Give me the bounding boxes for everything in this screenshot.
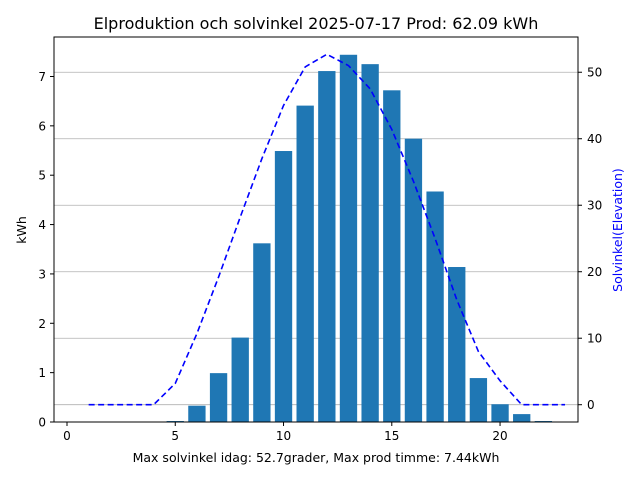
y2-tick-label: 20 bbox=[587, 265, 602, 279]
y2-axis-ticks: 0 10 20 30 40 50 bbox=[578, 66, 602, 412]
y-tick-label: 5 bbox=[38, 169, 46, 183]
y-tick-label: 2 bbox=[38, 317, 46, 331]
bar bbox=[469, 378, 488, 422]
bar bbox=[426, 191, 444, 422]
chart-title: Elproduktion och solvinkel 2025-07-17 Pr… bbox=[94, 14, 539, 33]
bar bbox=[491, 404, 509, 422]
y-tick-label: 1 bbox=[38, 366, 46, 380]
bar bbox=[209, 373, 228, 422]
y2-tick-label: 50 bbox=[587, 66, 602, 80]
x-tick-label: 15 bbox=[384, 429, 399, 443]
plot-frame bbox=[53, 36, 579, 423]
bar bbox=[383, 90, 401, 423]
x-tick-label: 10 bbox=[276, 429, 291, 443]
bar bbox=[274, 151, 293, 422]
y2-axis-label: Solvinkel(Elevation) bbox=[610, 168, 625, 292]
x-tick-label: 20 bbox=[492, 429, 507, 443]
bar bbox=[296, 105, 314, 422]
y2-tick-label: 40 bbox=[587, 132, 602, 146]
bar bbox=[339, 54, 358, 423]
y-axis-ticks: 0 1 2 3 4 5 6 7 bbox=[38, 70, 54, 430]
y-tick-label: 3 bbox=[38, 267, 46, 281]
x-axis-ticks: 0 5 10 15 20 bbox=[63, 422, 508, 443]
bar bbox=[404, 138, 423, 422]
y2-tick-label: 10 bbox=[587, 332, 602, 346]
grid-layer bbox=[54, 71, 578, 406]
bar bbox=[361, 64, 379, 423]
y2-tick-label: 0 bbox=[587, 398, 595, 412]
bar bbox=[318, 71, 336, 423]
bar bbox=[253, 243, 271, 422]
x-axis-label: Max solvinkel idag: 52.7grader, Max prod… bbox=[133, 450, 500, 465]
y-tick-label: 6 bbox=[38, 119, 46, 133]
y-tick-label: 0 bbox=[38, 416, 46, 430]
x-tick-label: 5 bbox=[171, 429, 179, 443]
bar bbox=[188, 405, 206, 422]
bar bbox=[448, 267, 466, 422]
y-tick-label: 4 bbox=[38, 218, 46, 232]
bar bbox=[513, 414, 531, 422]
y-tick-label: 7 bbox=[38, 70, 46, 84]
y2-tick-label: 30 bbox=[587, 199, 602, 213]
y-axis-label: kWh bbox=[14, 216, 29, 244]
bar bbox=[231, 337, 249, 422]
bar-layer bbox=[166, 54, 553, 423]
x-tick-label: 0 bbox=[63, 429, 71, 443]
